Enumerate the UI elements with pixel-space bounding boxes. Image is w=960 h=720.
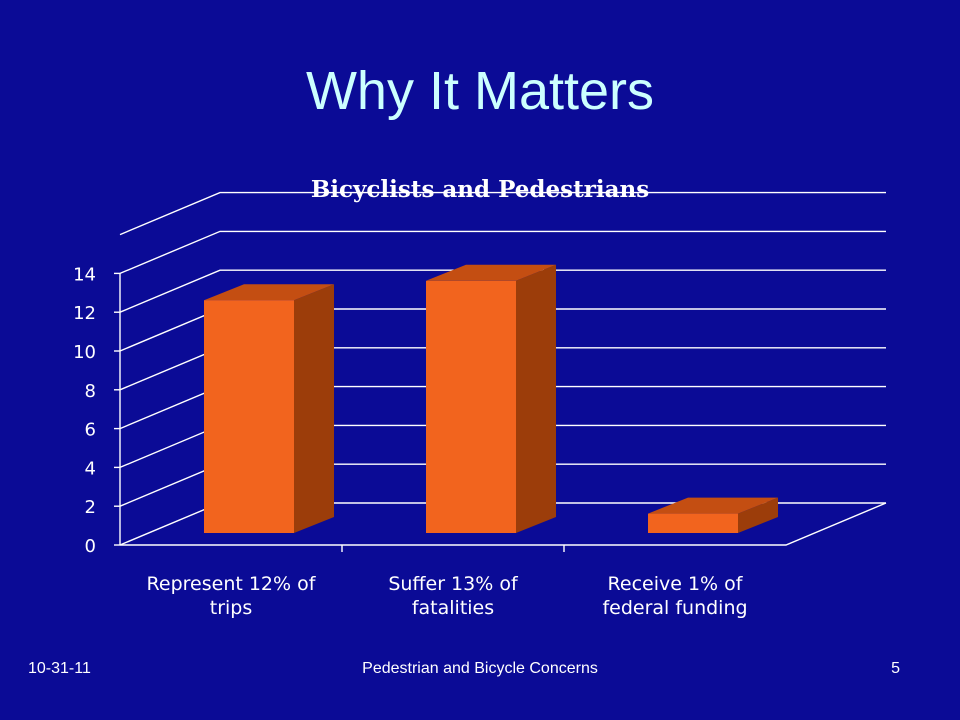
- gridline: [119, 269, 886, 313]
- category-label: fatalities: [412, 597, 494, 619]
- bar: [648, 497, 778, 533]
- bar-side: [738, 497, 778, 533]
- bar-top: [204, 284, 334, 301]
- chart-title: Bicyclists and Pedestrians: [311, 176, 649, 203]
- page-number: 5: [891, 660, 900, 677]
- bar-side: [294, 284, 334, 533]
- footer-title: Pedestrian and Bicycle Concerns: [362, 660, 598, 677]
- bar: [426, 264, 556, 533]
- bar-side: [516, 264, 556, 533]
- bar-top: [426, 264, 556, 281]
- y-tick-label: 12: [73, 303, 96, 324]
- category-label: federal funding: [602, 597, 747, 619]
- category-label: Suffer 13% of: [388, 573, 519, 595]
- axes: [114, 272, 887, 552]
- y-tick-label: 14: [73, 264, 96, 285]
- y-tick-label: 10: [73, 342, 96, 363]
- y-tick-label: 6: [85, 420, 96, 441]
- footer-date: 10-31-11: [28, 660, 91, 677]
- bar-front: [204, 300, 294, 533]
- y-tick-label: 2: [85, 497, 96, 518]
- gridline: [119, 191, 886, 236]
- y-tick-label: 0: [85, 536, 96, 557]
- category-label: Receive 1% of: [608, 573, 744, 595]
- bar-top: [648, 497, 778, 514]
- bar-front: [648, 513, 738, 533]
- bar: [204, 284, 334, 533]
- y-tick-label: 4: [85, 458, 96, 479]
- slide-title: Why It Matters: [305, 61, 655, 121]
- y-tick-label: 8: [85, 381, 96, 402]
- category-label: trips: [210, 597, 253, 619]
- gridline: [119, 230, 886, 275]
- category-label: Represent 12% of: [147, 573, 317, 595]
- bar-front: [426, 280, 516, 533]
- bars: [204, 264, 778, 533]
